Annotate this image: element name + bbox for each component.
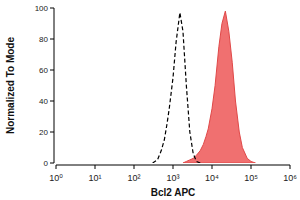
y-tick-label: 60	[39, 66, 48, 75]
y-tick-label: 40	[39, 97, 48, 106]
chart: 10⁰ 10¹ 10² 10³ 10⁴ 10⁵ 10⁶ 0 20 40 60 80 100 Bcl2 AP…	[0, 0, 300, 200]
x-tick-label: 10⁰	[49, 173, 63, 183]
y-tick	[50, 8, 54, 9]
y-axis-label: Normalized To Mode	[5, 37, 16, 134]
x-tick	[251, 165, 252, 169]
y-tick	[50, 101, 54, 102]
y-tick	[50, 163, 54, 164]
y-tick-label: 20	[39, 128, 48, 137]
x-tick-label: 10³	[166, 173, 179, 183]
x-tick	[95, 165, 96, 169]
y-tick-label: 100	[35, 4, 49, 13]
y-tick	[50, 39, 54, 40]
histogram-area	[183, 11, 255, 163]
y-tick	[50, 70, 54, 71]
x-tick-label: 10²	[127, 173, 140, 183]
y-axis	[54, 8, 55, 163]
x-tick-label: 10¹	[88, 173, 101, 183]
x-tick	[173, 165, 174, 169]
plot-area	[153, 11, 256, 163]
y-tick	[50, 132, 54, 133]
x-tick	[290, 165, 291, 169]
y-tick-label: 80	[39, 35, 48, 44]
x-tick-label: 10⁴	[205, 173, 219, 183]
x-tick-label: 10⁶	[283, 173, 297, 183]
x-tick	[56, 165, 57, 169]
histogram-line	[153, 13, 201, 163]
y-tick-label: 0	[44, 159, 49, 168]
x-tick-label: 10⁵	[244, 173, 258, 183]
x-tick	[134, 165, 135, 169]
x-tick	[212, 165, 213, 169]
x-axis-label: Bcl2 APC	[151, 187, 196, 198]
